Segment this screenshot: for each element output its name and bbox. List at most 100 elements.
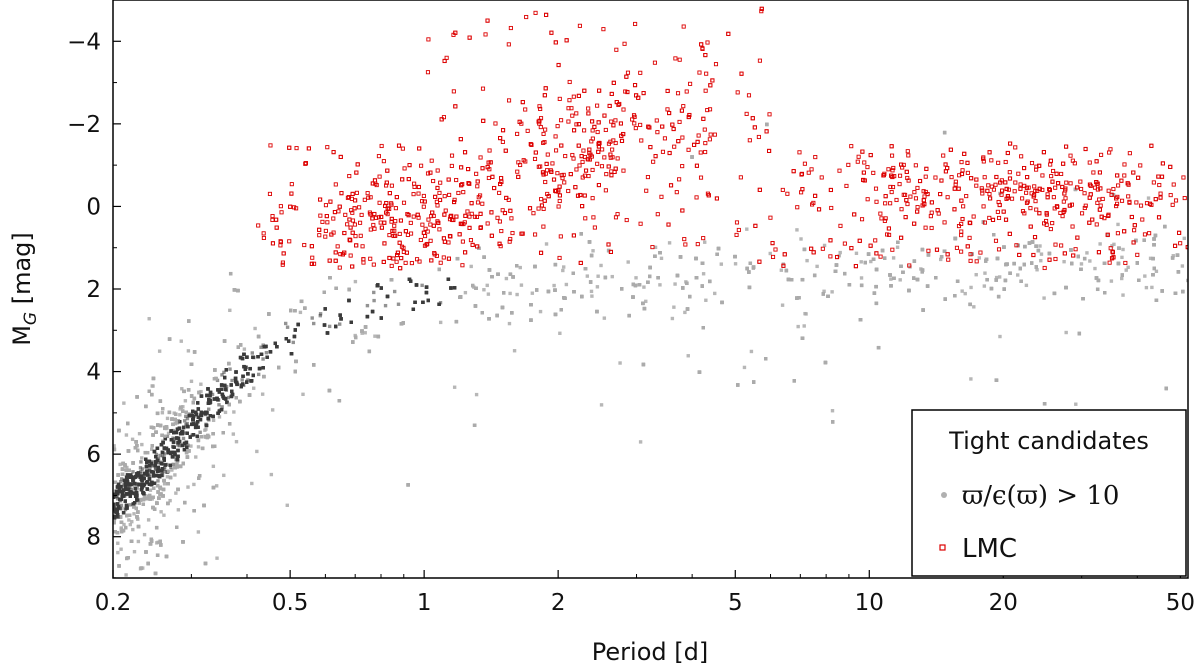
data-point — [1180, 264, 1185, 268]
data-point — [194, 412, 199, 417]
data-point — [530, 291, 535, 295]
data-point — [487, 317, 491, 321]
data-point — [150, 444, 154, 448]
data-point — [508, 272, 513, 276]
data-point — [260, 392, 265, 396]
data-point — [132, 476, 136, 480]
data-point — [134, 440, 138, 444]
data-point — [176, 508, 181, 512]
data-point — [273, 341, 277, 346]
data-point — [132, 549, 137, 554]
data-point — [250, 351, 254, 355]
data-point — [638, 440, 643, 444]
data-point — [130, 519, 134, 524]
data-point — [562, 265, 566, 269]
data-point — [255, 449, 259, 454]
data-point — [261, 357, 265, 361]
data-point — [1152, 266, 1156, 271]
data-point — [211, 444, 215, 449]
data-point — [171, 422, 175, 427]
data-point — [168, 475, 173, 480]
data-point — [270, 408, 275, 412]
data-point — [1154, 298, 1159, 302]
data-point — [184, 410, 188, 415]
data-point — [648, 274, 652, 279]
data-point — [690, 155, 694, 159]
data-point — [217, 409, 222, 413]
data-point — [831, 420, 835, 424]
data-point — [118, 479, 123, 484]
data-point — [178, 413, 182, 417]
data-point — [203, 561, 208, 566]
data-point — [802, 247, 807, 252]
data-point — [113, 447, 117, 452]
data-point — [874, 267, 879, 272]
data-point — [996, 294, 1001, 299]
data-point — [139, 469, 143, 474]
data-point — [238, 399, 242, 404]
data-point — [210, 392, 215, 397]
data-point — [1106, 233, 1110, 238]
data-point — [124, 433, 129, 437]
data-point — [182, 425, 186, 430]
data-point — [303, 306, 307, 310]
data-point — [164, 554, 169, 559]
data-point — [792, 379, 796, 383]
data-point — [215, 378, 220, 383]
data-point — [160, 467, 165, 471]
data-point — [204, 423, 209, 428]
data-point — [1135, 261, 1139, 265]
data-point — [438, 320, 443, 325]
data-point — [372, 298, 376, 303]
data-point — [174, 593, 177, 596]
data-point — [182, 441, 187, 446]
data-point — [140, 467, 145, 471]
data-point — [826, 294, 830, 298]
data-point — [121, 490, 125, 495]
data-point — [473, 304, 478, 308]
data-point — [143, 493, 147, 498]
data-point — [123, 499, 127, 503]
data-point — [162, 456, 166, 461]
data-point — [156, 490, 160, 494]
data-point — [211, 414, 215, 419]
data-point — [158, 399, 163, 403]
data-point — [675, 273, 680, 278]
data-point — [515, 264, 519, 268]
data-point — [874, 301, 879, 306]
data-point — [1074, 402, 1078, 406]
data-point — [969, 285, 973, 290]
data-point — [502, 291, 506, 295]
data-point — [859, 260, 863, 264]
data-point — [365, 314, 370, 319]
data-point — [172, 450, 177, 455]
data-point — [1039, 258, 1043, 263]
data-point — [214, 484, 219, 488]
data-point — [799, 237, 803, 241]
data-point — [181, 409, 185, 413]
data-point — [154, 452, 159, 457]
data-point — [152, 449, 157, 454]
data-point — [172, 430, 176, 435]
data-point — [194, 455, 198, 459]
data-point — [888, 273, 892, 277]
data-point — [196, 530, 201, 534]
data-point — [1170, 256, 1175, 260]
data-point — [116, 541, 120, 545]
data-point — [135, 650, 138, 653]
data-point — [191, 417, 195, 422]
data-point — [118, 485, 122, 489]
data-point — [889, 277, 893, 281]
data-point — [139, 471, 143, 476]
data-point — [745, 227, 749, 231]
data-point — [591, 249, 595, 253]
data-point — [920, 270, 924, 274]
data-point — [822, 243, 827, 248]
data-point — [353, 333, 357, 338]
data-point — [173, 473, 177, 477]
data-point — [812, 273, 817, 278]
data-point — [379, 286, 383, 290]
data-point — [177, 420, 182, 424]
data-point — [157, 469, 161, 473]
data-point — [637, 283, 642, 287]
